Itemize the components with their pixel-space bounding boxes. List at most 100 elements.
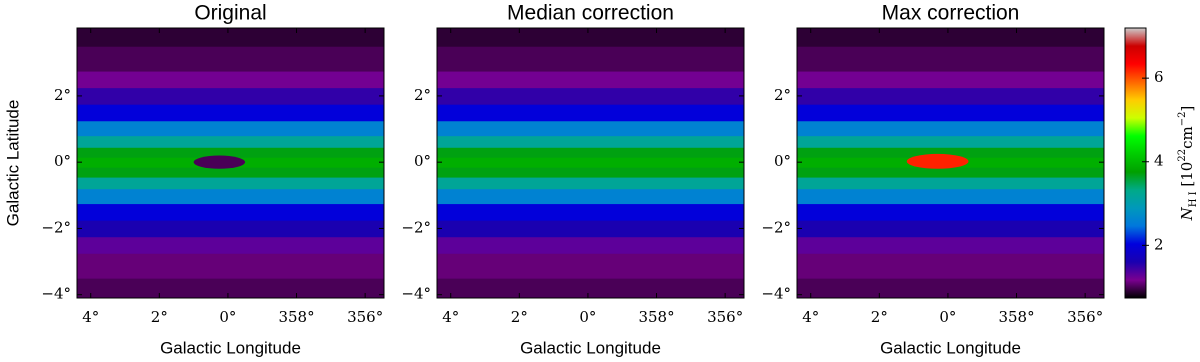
x-tick-label: 2° (511, 308, 528, 326)
colorbar-tick-label: 6 (1154, 68, 1164, 86)
frame (436, 27, 745, 299)
frame (796, 27, 1105, 299)
density-strip (797, 87, 1104, 105)
density-strip (437, 71, 744, 89)
density-strip (77, 188, 384, 205)
density-strip (77, 120, 384, 137)
x-tick-label: 0° (219, 308, 236, 326)
density-strip (77, 203, 384, 221)
density-strip (437, 147, 744, 158)
colorbar-label-part: −2 (1177, 112, 1188, 127)
panel-title: Median correction (507, 2, 674, 25)
density-strip (797, 188, 1104, 205)
density-strip (797, 135, 1104, 148)
density-strip (437, 157, 744, 168)
panel-title: Original (194, 2, 266, 25)
y-tick-label: 0° (54, 152, 71, 170)
density-strip (437, 220, 744, 238)
colorbar-label-part: ] (1178, 106, 1196, 112)
density-strip (797, 120, 1104, 137)
x-tick-label: 358° (638, 308, 674, 326)
colorbar-label-part: N (1178, 206, 1196, 221)
density-strip (77, 220, 384, 238)
x-tick-label: 356° (347, 308, 383, 326)
density-strip (77, 167, 384, 178)
density-strip (437, 28, 744, 47)
x-tick-label: 0° (939, 308, 956, 326)
x-tick-label: 2° (151, 308, 168, 326)
density-strip (77, 28, 384, 47)
y-axis-label: Galactic Latitude (3, 100, 22, 227)
density-strip (797, 167, 1104, 178)
colorbar-label-part: 22 (1177, 149, 1188, 162)
density-strip (77, 46, 384, 72)
panel-title: Max correction (882, 2, 1020, 25)
density-strip (77, 87, 384, 105)
x-axis-label: Galactic Longitude (520, 338, 661, 357)
y-tick-label: −2° (761, 218, 791, 236)
density-strip (437, 87, 744, 105)
y-tick-label: −4° (761, 285, 791, 303)
y-tick-label: 0° (414, 152, 431, 170)
density-strip (437, 135, 744, 148)
density-strip (797, 236, 1104, 254)
density-strip (77, 135, 384, 148)
density-strip (797, 203, 1104, 221)
y-tick-label: 2° (414, 86, 431, 104)
plot-area (797, 28, 1104, 298)
density-strip (437, 253, 744, 279)
colorbar-tick-label: 2 (1154, 235, 1164, 253)
density-strip (77, 253, 384, 279)
x-tick-label: 358° (278, 308, 314, 326)
y-tick-label: −2° (41, 218, 71, 236)
x-axis-label: Galactic Longitude (160, 338, 301, 357)
density-strip (797, 46, 1104, 72)
density-strip (797, 220, 1104, 238)
density-strip (437, 120, 744, 137)
x-tick-label: 4° (442, 308, 459, 326)
density-blob (906, 153, 969, 169)
plot-area (437, 28, 744, 298)
density-blob (193, 155, 246, 169)
density-strip (437, 203, 744, 221)
density-strip (797, 104, 1104, 122)
density-strip (797, 71, 1104, 89)
density-strip (797, 28, 1104, 47)
colorbar-label-part: cm (1178, 126, 1196, 149)
density-strip (437, 188, 744, 205)
x-tick-label: 356° (707, 308, 743, 326)
density-strip (437, 278, 744, 298)
density-strip (437, 177, 744, 190)
y-tick-label: 0° (774, 152, 791, 170)
y-tick-label: 2° (774, 86, 791, 104)
density-strip (77, 177, 384, 190)
density-strip (797, 253, 1104, 279)
x-axis-label: Galactic Longitude (880, 338, 1021, 357)
density-strip (77, 278, 384, 298)
frame (76, 27, 385, 299)
y-tick-label: 2° (54, 86, 71, 104)
plot-area (77, 28, 384, 298)
density-strip (437, 104, 744, 122)
x-tick-label: 358° (998, 308, 1034, 326)
density-strip (437, 236, 744, 254)
y-tick-label: −4° (401, 285, 431, 303)
density-strip (437, 167, 744, 178)
density-strip (77, 71, 384, 89)
y-tick-label: −4° (41, 285, 71, 303)
density-strip (77, 147, 384, 158)
x-tick-label: 0° (579, 308, 596, 326)
density-strip (797, 177, 1104, 190)
density-strip (77, 236, 384, 254)
x-tick-label: 4° (802, 308, 819, 326)
density-strip (797, 147, 1104, 158)
density-strip (77, 104, 384, 122)
x-tick-label: 2° (871, 308, 888, 326)
colorbar-tick-label: 4 (1154, 152, 1164, 170)
colorbar-label-part: [10 (1178, 162, 1196, 192)
y-tick-label: −2° (401, 218, 431, 236)
density-strip (437, 46, 744, 72)
colorbar (1124, 27, 1147, 299)
